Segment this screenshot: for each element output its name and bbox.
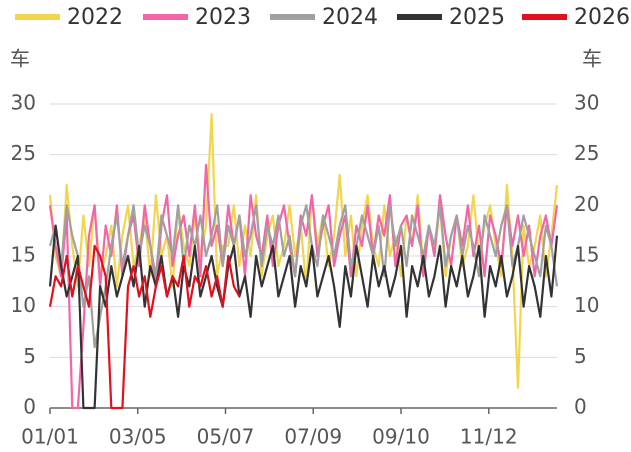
y-tick-label: 30	[11, 91, 36, 115]
series-line	[48, 163, 559, 410]
y-axis-label: 车	[10, 47, 30, 71]
y2-tick-label: 10	[574, 293, 599, 317]
y-tick-label: 15	[11, 243, 36, 267]
y2-tick-label: 20	[574, 192, 599, 216]
y-tick-label: 25	[11, 141, 36, 165]
series-line	[48, 204, 559, 349]
legend-swatch	[143, 14, 188, 20]
y2-axis-label: 车	[582, 47, 602, 71]
y2-tick-label: 30	[574, 91, 599, 115]
y-tick-label: 20	[11, 192, 36, 216]
legend-swatch	[397, 14, 442, 20]
y-tick-label: 5	[23, 344, 36, 368]
series-line	[48, 244, 241, 410]
y2-tick-label: 5	[574, 344, 587, 368]
x-tick-label: 05/07	[197, 425, 255, 449]
series-line	[48, 224, 559, 410]
legend-swatch	[270, 14, 315, 20]
x-tick-label: 09/10	[372, 425, 430, 449]
y-tick-label: 0	[23, 395, 36, 419]
legend-label: 2025	[449, 5, 505, 30]
x-tick-label: 01/01	[21, 425, 79, 449]
y-tick-label: 10	[11, 293, 36, 317]
y2-tick-label: 25	[574, 141, 599, 165]
series-line	[48, 113, 559, 389]
x-tick-label: 07/09	[284, 425, 342, 449]
legend-label: 2023	[195, 5, 251, 30]
x-tick-label: 11/12	[460, 425, 518, 449]
legend-label: 2024	[322, 5, 378, 30]
x-tick-label: 03/05	[109, 425, 167, 449]
legend-swatch	[15, 14, 60, 20]
y2-tick-label: 15	[574, 243, 599, 267]
legend-swatch	[522, 14, 567, 20]
legend-label: 2022	[67, 5, 123, 30]
legend-label: 2026	[574, 5, 630, 30]
y2-tick-label: 0	[574, 395, 587, 419]
